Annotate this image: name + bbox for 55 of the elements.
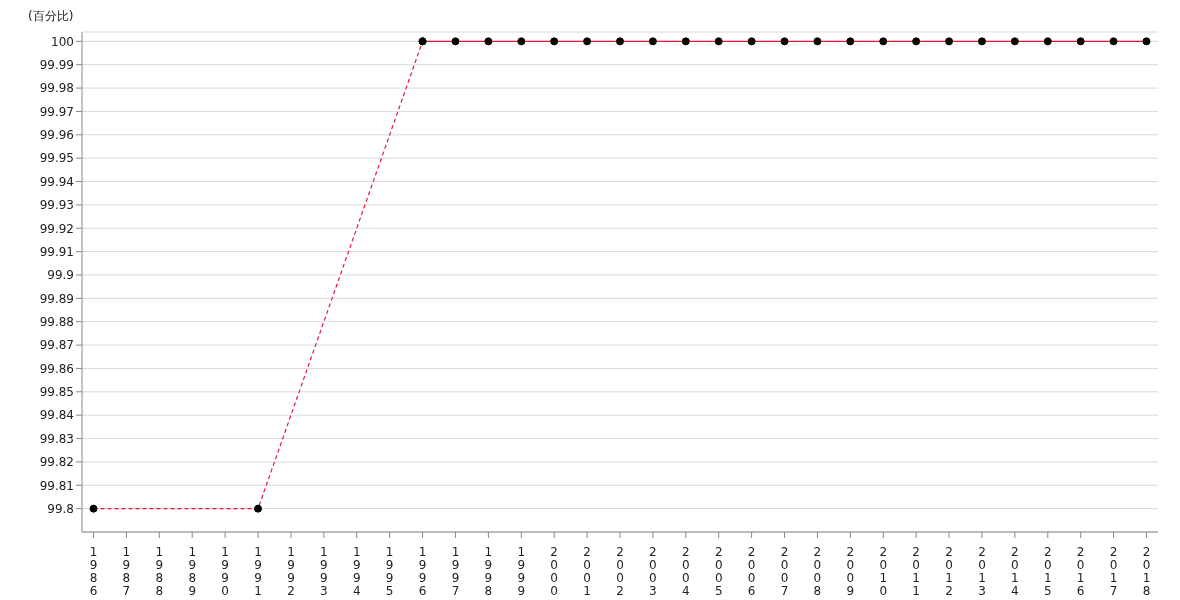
y-tick-label: 99.86 <box>39 361 74 376</box>
y-tick-label: 99.88 <box>39 314 74 329</box>
x-tick-label: 2006 <box>747 545 756 598</box>
x-tick-label: 2015 <box>1043 545 1052 598</box>
x-tick-label: 1993 <box>320 545 328 598</box>
x-tick-label: 2017 <box>1109 545 1118 598</box>
y-tick-label: 99.93 <box>39 198 74 213</box>
y-tick-label: 99.94 <box>39 174 74 189</box>
y-tick-label: 99.92 <box>39 221 74 236</box>
x-tick-label: 2004 <box>681 545 690 598</box>
x-tick-label: 1999 <box>517 545 526 598</box>
y-tick-label: 99.98 <box>39 81 74 96</box>
x-tick-label: 1987 <box>122 545 131 598</box>
y-tick-label: 99.85 <box>39 385 74 400</box>
x-tick-label: 2001 <box>583 545 591 598</box>
y-tick-label: 99.97 <box>39 104 74 119</box>
x-tick-label: 2009 <box>846 545 855 598</box>
x-tick-label: 2010 <box>879 545 888 598</box>
x-tick-label: 2013 <box>978 545 986 598</box>
y-tick-label: 99.89 <box>39 291 74 306</box>
x-tick-label: 2011 <box>912 545 920 598</box>
x-tick-label: 2005 <box>714 545 723 598</box>
y-tick-label: 100 <box>51 34 74 49</box>
y-tick-label: 99.8 <box>47 501 74 516</box>
x-tick-label: 1995 <box>385 545 394 598</box>
y-tick-label: 99.84 <box>39 408 74 423</box>
y-tick-label: 99.96 <box>39 128 74 143</box>
x-tick-label: 2002 <box>616 545 624 598</box>
x-tick-label: 1997 <box>451 545 460 598</box>
x-tick-label: 1992 <box>287 545 295 598</box>
x-tick-label: 1990 <box>221 545 229 598</box>
x-tick-label: 2016 <box>1076 545 1085 598</box>
y-tick-label: 99.83 <box>39 431 74 446</box>
y-axis-title: (百分比) <box>28 8 74 25</box>
x-tick-label: 1986 <box>89 545 98 598</box>
x-tick-label: 2000 <box>550 545 559 598</box>
x-tick-label: 1991 <box>254 545 262 598</box>
x-tick-label: 1996 <box>418 545 427 598</box>
x-tick-label: 2003 <box>649 545 657 598</box>
x-tick-label: 1989 <box>188 545 197 598</box>
y-tick-label: 99.9 <box>47 268 74 283</box>
x-tick-label: 1998 <box>484 545 493 598</box>
x-tick-label: 2014 <box>1011 545 1019 598</box>
y-tick-label: 99.95 <box>39 151 74 166</box>
y-tick-label: 99.82 <box>39 455 74 470</box>
x-tick-label: 1994 <box>352 545 361 598</box>
x-tick-label: 2008 <box>813 545 822 598</box>
x-tick-label: 1988 <box>155 545 164 598</box>
y-tick-label: 99.99 <box>39 57 74 72</box>
y-tick-label: 99.91 <box>39 244 74 259</box>
x-tick-label: 2012 <box>945 545 953 598</box>
y-tick-label: 99.87 <box>39 338 74 353</box>
x-tick-label: 2018 <box>1142 545 1151 598</box>
y-tick-label: 99.81 <box>39 478 74 493</box>
x-tick-label: 2007 <box>780 545 789 598</box>
